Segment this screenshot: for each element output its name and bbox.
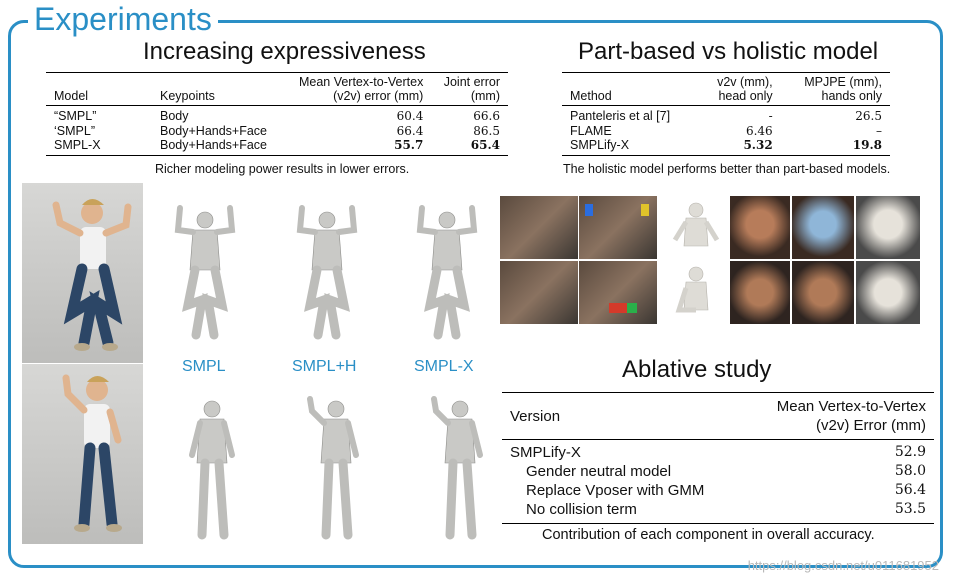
mesh-smpl-pose2 (189, 400, 235, 540)
photo-body-fit-1 (500, 196, 578, 259)
mesh-face-1 (856, 196, 920, 259)
label-smplx: SMPL-X (414, 358, 474, 375)
photo-hands-2 (792, 261, 854, 324)
col-keypoints: Keypoints (152, 72, 283, 106)
photo-body-fit-2 (579, 196, 657, 259)
photo-face-1 (730, 196, 790, 259)
table-row: ‘SMPL” Body+Hands+Face 66.4 86.5 (54, 123, 500, 138)
mesh-smplh-pose1 (296, 205, 358, 340)
mesh-smplx-pose1 (416, 205, 478, 340)
partbased-title: Part-based vs holistic model (578, 38, 879, 65)
photo-body-fit-4 (579, 261, 657, 324)
mesh-smplh-pose2 (307, 396, 359, 540)
photo-person-bottom (22, 364, 143, 544)
col-v2v-head: v2v (mm), head only (697, 72, 781, 106)
expressiveness-table: Model Keypoints Mean Vertex-to-Vertex (v… (46, 72, 508, 156)
photo-person-top (22, 183, 143, 363)
col-v2v-error: Mean Vertex-to-Vertex (v2v) Error (mm) (743, 392, 934, 440)
photo-body-fit-3 (500, 261, 578, 324)
table-row: Gender neutral model 58.0 (526, 463, 926, 480)
mesh-smplx-pose2 (431, 396, 483, 540)
ablative-table: Version Mean Vertex-to-Vertex (v2v) Erro… (502, 392, 934, 524)
experiments-frame (8, 20, 943, 568)
table-row: Replace Vposer with GMM 56.4 (526, 482, 926, 499)
ablative-caption: Contribution of each component in overal… (542, 527, 875, 543)
partbased-table: Method v2v (mm), head only MPJPE (mm), h… (562, 72, 890, 156)
mesh-body-grid (672, 202, 720, 313)
expressiveness-title: Increasing expressiveness (143, 38, 426, 65)
col-joint: Joint error (mm) (431, 72, 508, 106)
col-model: Model (46, 72, 152, 106)
mesh-smpl-pose1 (174, 205, 236, 340)
col-method: Method (562, 72, 698, 106)
partbased-caption: The holistic model performs better than … (563, 162, 891, 176)
expressiveness-caption: Richer modeling power results in lower e… (155, 162, 410, 176)
col-version: Version (502, 392, 744, 440)
table-row: Panteleris et al [7] - 26.5 (570, 109, 882, 123)
table-row: “SMPL” Body 60.4 66.6 (54, 109, 500, 123)
col-v2v: Mean Vertex-to-Vertex (v2v) error (mm) (282, 72, 432, 106)
table-row: SMPL-X Body+Hands+Face 55.7 65.4 (46, 138, 508, 156)
mesh-hands-face (856, 261, 920, 324)
ablative-title: Ablative study (622, 356, 772, 383)
col-mpjpe-hands: MPJPE (mm), hands only (780, 72, 890, 106)
frame-title: Experiments (28, 2, 218, 36)
photo-hands-1 (730, 261, 790, 324)
photo-face-mesh (792, 196, 854, 259)
table-row: No collision term 53.5 (502, 500, 934, 524)
table-row: SMPLify-X 5.32 19.8 (562, 138, 890, 156)
table-row: SMPLify-X 52.9 (510, 444, 926, 461)
watermark: https://blog.csdn.net/u011681952 (747, 558, 939, 573)
table-row: FLAME 6.46 – (570, 123, 882, 138)
label-smplh: SMPL+H (292, 358, 357, 375)
label-smpl: SMPL (182, 358, 226, 375)
